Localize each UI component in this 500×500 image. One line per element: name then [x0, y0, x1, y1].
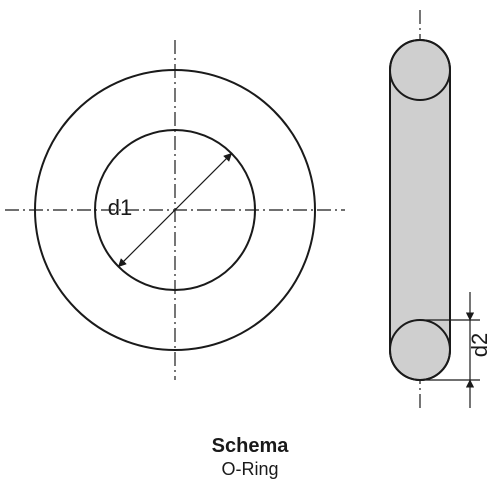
d2-label: d2 — [467, 333, 492, 357]
section-body-fill — [390, 70, 450, 350]
d1-label: d1 — [108, 195, 132, 220]
caption: Schema O-Ring — [0, 435, 500, 481]
diagram-stage: d1 d2 Schema O-Ring — [0, 0, 500, 500]
front-view: d1 — [5, 40, 345, 380]
side-view: d2 — [390, 10, 492, 410]
caption-subtitle: O-Ring — [0, 459, 500, 481]
caption-title: Schema — [0, 435, 500, 457]
oring-schematic: d1 d2 — [0, 0, 500, 500]
